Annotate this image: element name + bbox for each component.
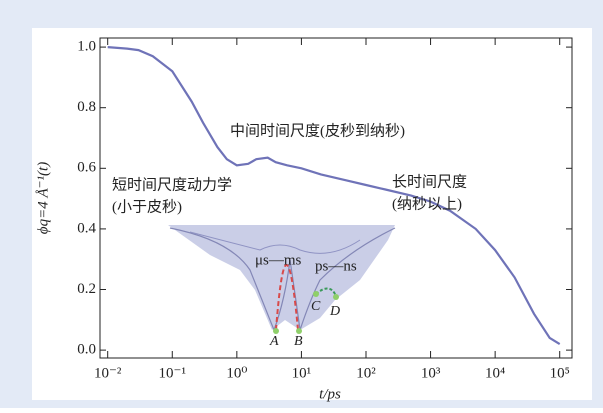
y-tick-label: 1.0 <box>77 39 96 55</box>
point <box>273 328 279 334</box>
annotation: 中间时间尺度(皮秒到纳秒) <box>230 122 405 139</box>
x-tick-label: 10¹ <box>292 365 312 381</box>
chart: t/ps ϕq=4 Å⁻¹(t) 0.0 0.2 0.4 0.6 0.8 1.0 10⁻² 1… <box>0 0 603 408</box>
y-tick-label: 0.6 <box>77 160 96 176</box>
point <box>333 294 339 300</box>
y-tick-label: 0.0 <box>77 342 96 358</box>
y-axis-label: ϕq=4 Å⁻¹(t) <box>35 162 51 234</box>
x-tick-label: 10⁻¹ <box>159 365 186 381</box>
annotation: B <box>294 334 303 349</box>
annotation: (纳秒以上) <box>392 195 462 212</box>
annotation: D <box>329 304 340 319</box>
x-tick-label: 10⁴ <box>485 365 505 381</box>
y-tick-label: 0.4 <box>77 220 96 236</box>
annotation: C <box>311 299 321 314</box>
annotation: 短时间尺度动力学 <box>112 176 232 193</box>
x-axis-label: t/ps <box>319 386 341 402</box>
annotation: A <box>269 334 279 349</box>
x-tick-label: 10⁵ <box>550 365 570 381</box>
x-tick-label: 10³ <box>421 365 441 381</box>
annotation: ps—ns <box>315 258 357 274</box>
annotation: 长时间尺度 <box>392 173 467 190</box>
y-tick-label: 0.8 <box>77 99 96 115</box>
x-tick-label: 10⁰ <box>226 365 247 381</box>
x-tick-label: 10² <box>356 365 376 381</box>
y-tick-label: 0.2 <box>77 281 96 297</box>
point <box>313 291 319 297</box>
x-tick-label: 10⁻² <box>94 365 122 381</box>
annotation: μs—ms <box>255 252 302 268</box>
annotation: (小于皮秒) <box>112 198 182 215</box>
point <box>296 328 302 334</box>
